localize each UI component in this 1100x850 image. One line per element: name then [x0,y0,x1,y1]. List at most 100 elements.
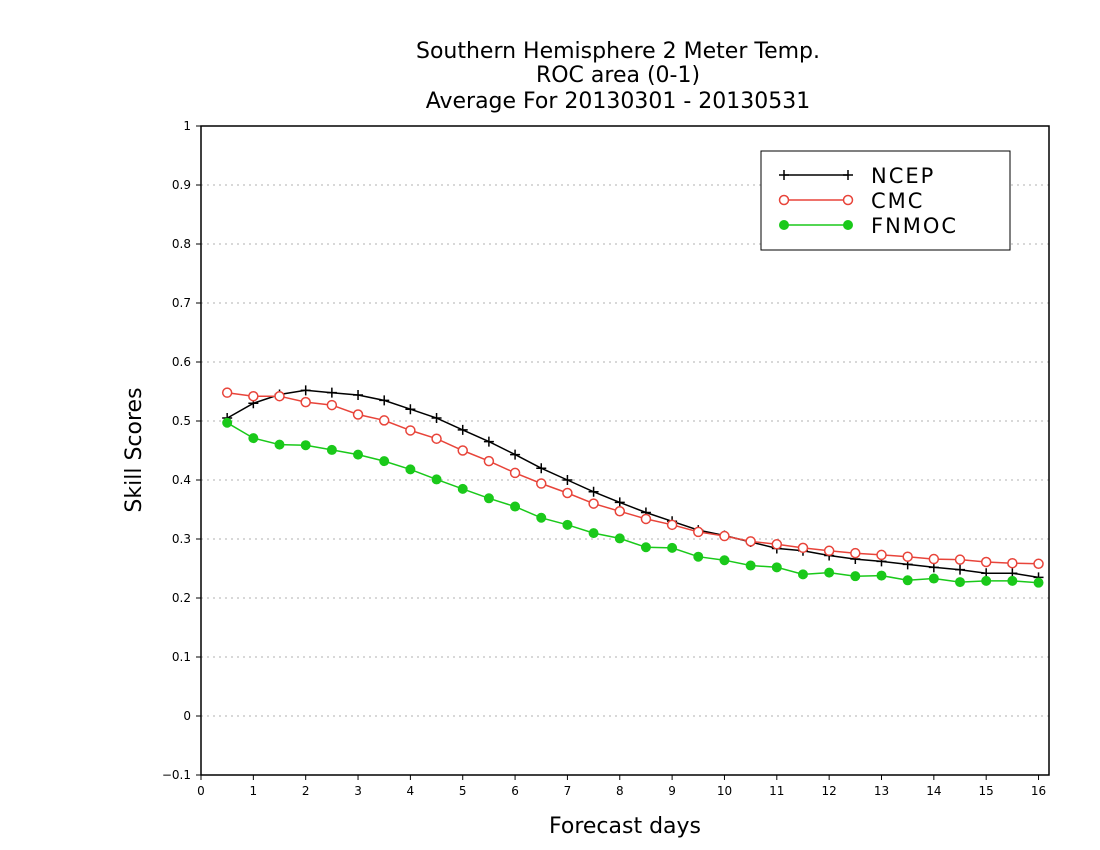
y-tick-label: 0.2 [172,591,191,605]
data-point [614,506,626,517]
data-point [405,425,416,436]
data-point [274,390,285,402]
data-point [693,526,704,538]
data-point [640,513,652,525]
series-line [226,389,1039,579]
data-point [850,571,861,582]
data-point [797,542,809,554]
data-point [902,575,913,586]
data-point [536,463,547,474]
data-point [614,497,625,508]
data-point [955,577,966,588]
data-point [771,539,783,550]
series-group [221,385,1044,588]
x-tick-label: 15 [979,784,994,798]
series-cmc [221,387,1044,570]
y-tick-label: 0.3 [172,532,191,546]
y-tick-label: 0.6 [172,355,191,369]
x-tick-label: 6 [511,784,519,798]
data-point [535,478,547,489]
y-tick-label: 0 [183,709,191,723]
legend-item-cmc: CMC [778,189,924,213]
legend-label: FNMOC [871,214,958,238]
data-point [353,449,364,460]
data-point [614,533,625,544]
y-tick-label: 0.9 [172,178,191,192]
chart-title: Southern Hemisphere 2 Meter Temp. ROC ar… [416,39,820,114]
data-point [981,575,992,586]
legend-label: NCEP [871,164,935,188]
data-point [300,385,311,396]
legend-marker [843,170,853,180]
x-tick-label: 8 [616,784,624,798]
data-point [719,555,730,566]
data-point [222,417,233,428]
data-point [431,474,442,485]
data-point [928,553,940,565]
data-point [248,390,259,402]
plot-frame [200,125,1050,776]
data-point [379,395,390,406]
data-point [719,530,730,542]
series-line [227,391,1039,565]
data-point [693,551,704,562]
x-tick-label: 4 [407,784,415,798]
x-tick-label: 5 [459,784,467,798]
data-point [510,501,521,512]
data-point [876,549,887,561]
x-axis-ticks: 0 1 2 3 4 5 6 7 8 9 10 11 12 13 14 15 16 [197,775,1046,798]
data-point [1007,575,1018,586]
data-point [745,536,756,547]
y-tick-label: 1 [183,119,191,133]
data-point [1033,577,1044,588]
data-point [405,464,416,475]
data-point [666,519,678,531]
data-point [588,498,599,509]
data-point [326,399,338,411]
data-point [300,440,311,451]
x-tick-label: 11 [769,784,784,798]
legend-item-ncep: NCEP [779,164,935,188]
data-point [562,475,573,485]
data-point [876,570,887,581]
x-tick-label: 9 [668,784,676,798]
legend-marker [779,220,789,230]
data-point [379,456,390,467]
data-point [352,409,364,420]
x-tick-label: 7 [564,784,572,798]
legend-item-fnmoc: FNMOC [779,214,958,238]
data-point [457,424,468,435]
data-point [509,467,521,479]
data-point [457,445,468,456]
data-point [326,444,337,455]
data-point [378,415,390,426]
chart-title-line-2: ROC area (0-1) [536,63,700,88]
legend-label: CMC [871,189,924,213]
data-point [902,551,913,562]
y-tick-label: 0.1 [172,650,191,664]
chart-title-line-3: Average For 20130301 - 20130531 [426,89,811,114]
data-point [510,449,521,460]
data-point [431,413,442,424]
data-point [588,486,599,497]
x-tick-label: 2 [302,784,310,798]
y-tick-label: 0.4 [172,473,191,487]
x-tick-label: 3 [354,784,362,798]
data-point [353,390,364,401]
data-point [640,542,651,553]
data-point [745,560,756,571]
data-point [771,562,782,573]
data-point [954,554,966,565]
data-point [562,487,573,499]
y-axis-ticks: −0.1 0 0.1 0.2 0.3 0.4 0.5 0.6 0.7 0.8 0.9 1 [162,119,201,782]
data-point [850,547,861,559]
legend-marker [778,194,790,206]
x-axis-label: Forecast days [549,814,701,839]
data-point [667,542,678,553]
x-tick-label: 0 [197,784,205,798]
data-point [457,483,468,494]
x-tick-label: 13 [874,784,889,798]
legend-marker [779,170,789,180]
data-point [483,455,495,467]
